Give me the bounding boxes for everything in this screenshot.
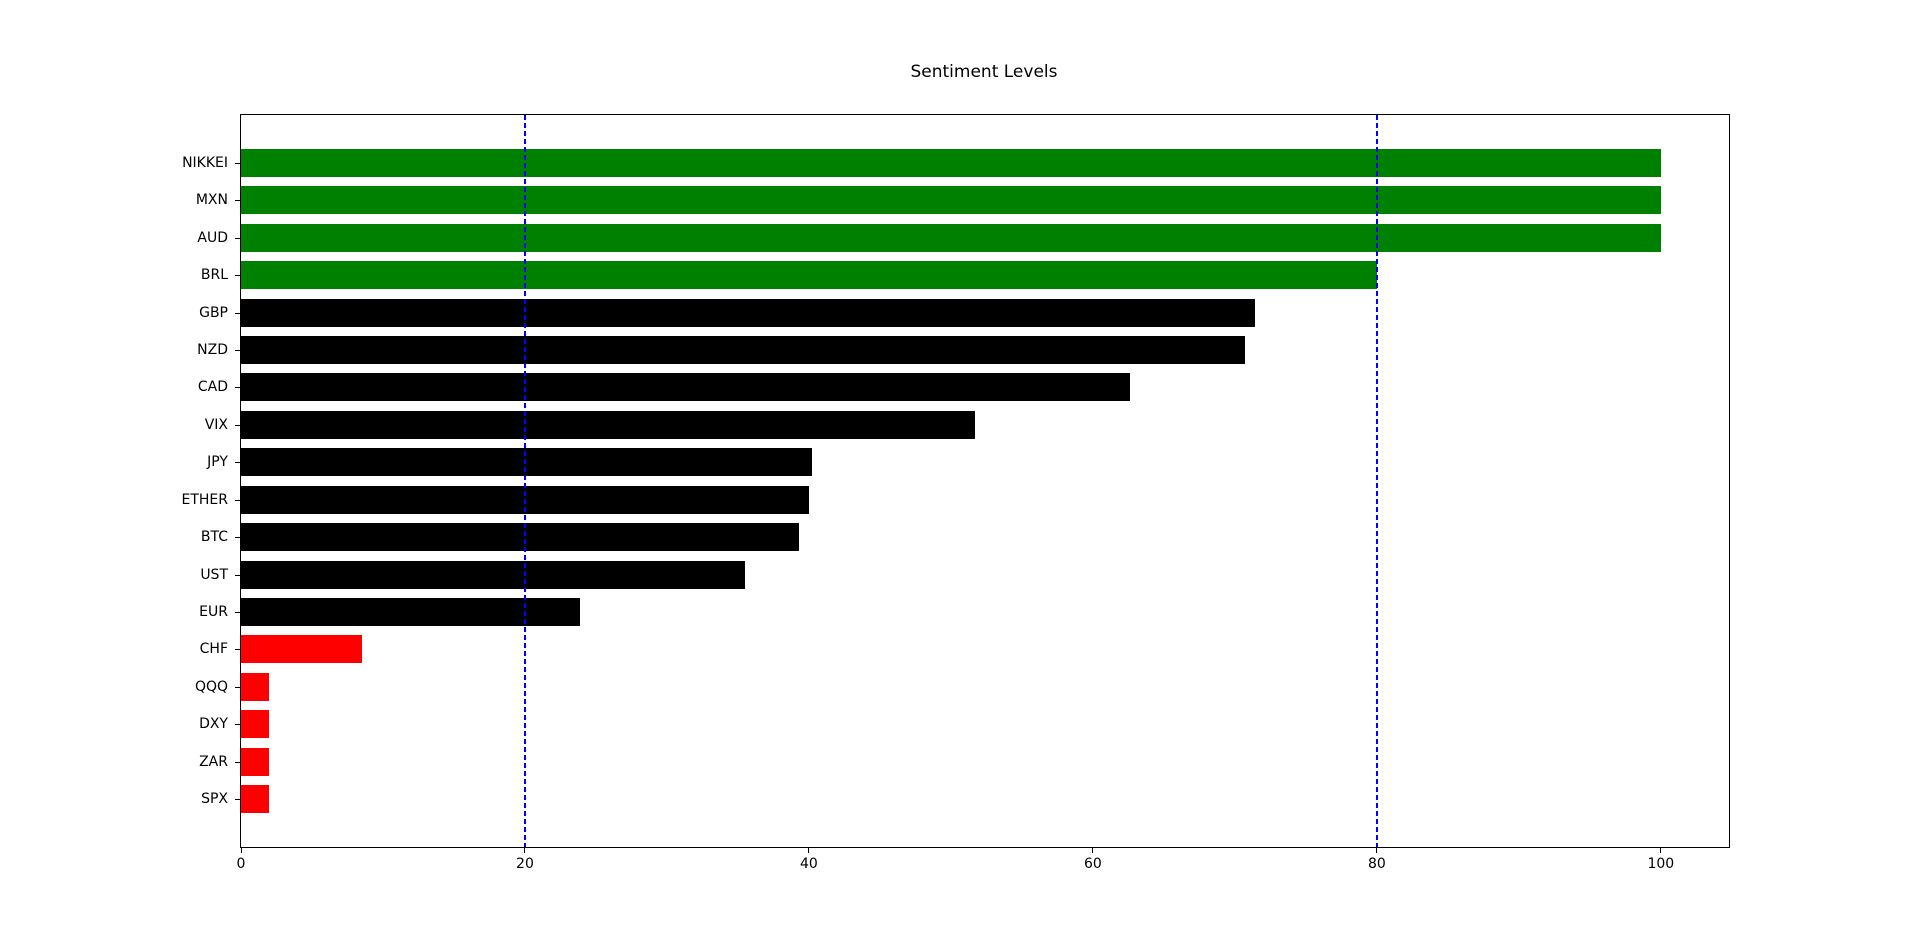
y-tick-mark: [235, 163, 241, 164]
y-tick-label-cad: CAD: [197, 379, 228, 396]
bar-nikkei: [241, 149, 1661, 177]
x-tick-mark: [1376, 847, 1378, 853]
y-tick-label-spx: SPX: [201, 791, 228, 807]
threshold-line-20: [523, 115, 526, 847]
x-tick-label-20: 20: [516, 856, 534, 872]
y-tick-mark: [235, 686, 241, 688]
y-tick-mark: [235, 275, 241, 277]
y-tick-mark: [235, 799, 241, 800]
bar-mxn: [241, 186, 1661, 215]
x-tick-mark: [1660, 847, 1662, 853]
y-tick-mark: [235, 537, 241, 539]
y-tick-mark: [235, 611, 241, 613]
y-tick-label-nzd: NZD: [197, 342, 228, 359]
x-tick-mark: [524, 847, 526, 853]
y-tick-mark: [235, 200, 241, 202]
x-tick-mark: [1092, 847, 1094, 853]
y-tick-label-jpy: JPY: [207, 454, 228, 471]
bar-jpy: [241, 448, 812, 477]
bar-vix: [241, 410, 976, 439]
bar-ust: [241, 560, 746, 589]
x-tick-label-60: 60: [1083, 856, 1102, 872]
bar-brl: [241, 261, 1377, 290]
bar-chf: [241, 635, 362, 664]
bar-qqq: [241, 672, 270, 701]
y-tick-label-vix: VIX: [204, 416, 228, 433]
y-tick-label-eur: EUR: [199, 603, 228, 620]
plot-area: NIKKEI MXN AUD BRL GBP NZD CAD VIX JPY ETHER BTC US…: [182, 114, 1730, 872]
y-tick-mark: [235, 574, 241, 576]
chart-title: Sentiment Levels: [910, 62, 1058, 82]
bar-cad: [241, 373, 1130, 402]
y-tick-mark: [235, 350, 241, 352]
bar-dxy: [241, 710, 270, 739]
y-tick-mark: [235, 387, 241, 389]
bar-gbp: [241, 298, 1255, 327]
x-tick-label-40: 40: [800, 856, 818, 872]
y-tick-mark: [235, 237, 241, 239]
y-tick-label-brl: BRL: [200, 267, 228, 284]
y-tick-label-mxn: MXN: [195, 192, 228, 209]
bar-spx: [241, 785, 270, 813]
bar-zar: [241, 747, 270, 776]
y-tick-mark: [235, 499, 241, 501]
bar-btc: [241, 523, 799, 552]
x-tick-label-0: 0: [236, 856, 246, 872]
y-tick-label-btc: BTC: [200, 529, 228, 546]
y-tick-label-nikkei: NIKKEI: [182, 155, 228, 171]
y-tick-mark: [235, 312, 241, 314]
x-tick-mark: [808, 847, 810, 853]
y-tick-mark: [235, 649, 241, 651]
y-tick-mark: [235, 424, 241, 426]
y-tick-label-ether: ETHER: [181, 491, 229, 508]
y-tick-label-qqq: QQQ: [194, 678, 228, 695]
x-tick-label-100: 100: [1647, 856, 1675, 872]
y-tick-label-dxy: DXY: [199, 716, 228, 733]
y-tick-label-chf: CHF: [199, 641, 228, 658]
y-tick-mark: [235, 462, 241, 464]
bar-nzd: [241, 336, 1245, 365]
y-tick-label-aud: AUD: [197, 229, 228, 246]
y-tick-mark: [235, 761, 241, 763]
bar-aud: [241, 223, 1661, 252]
threshold-line-80: [1375, 115, 1378, 847]
x-tick-mark: [240, 847, 242, 853]
y-tick-label-ust: UST: [200, 566, 228, 583]
bar-eur: [241, 597, 581, 626]
y-tick-mark: [235, 724, 241, 726]
y-tick-label-zar: ZAR: [199, 753, 228, 770]
x-tick-label-80: 80: [1367, 856, 1386, 872]
y-tick-label-gbp: GBP: [199, 304, 228, 321]
